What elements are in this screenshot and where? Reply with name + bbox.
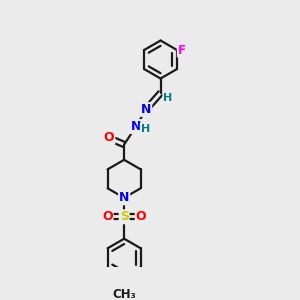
Text: H: H	[141, 124, 150, 134]
Text: CH₃: CH₃	[112, 288, 136, 300]
Text: O: O	[136, 210, 146, 223]
Text: N: N	[119, 191, 129, 204]
Text: O: O	[102, 210, 112, 223]
Text: N: N	[141, 103, 151, 116]
Text: S: S	[120, 210, 129, 223]
Text: F: F	[178, 44, 186, 56]
Text: N: N	[131, 120, 141, 133]
Text: H: H	[163, 93, 172, 103]
Text: O: O	[104, 131, 114, 144]
